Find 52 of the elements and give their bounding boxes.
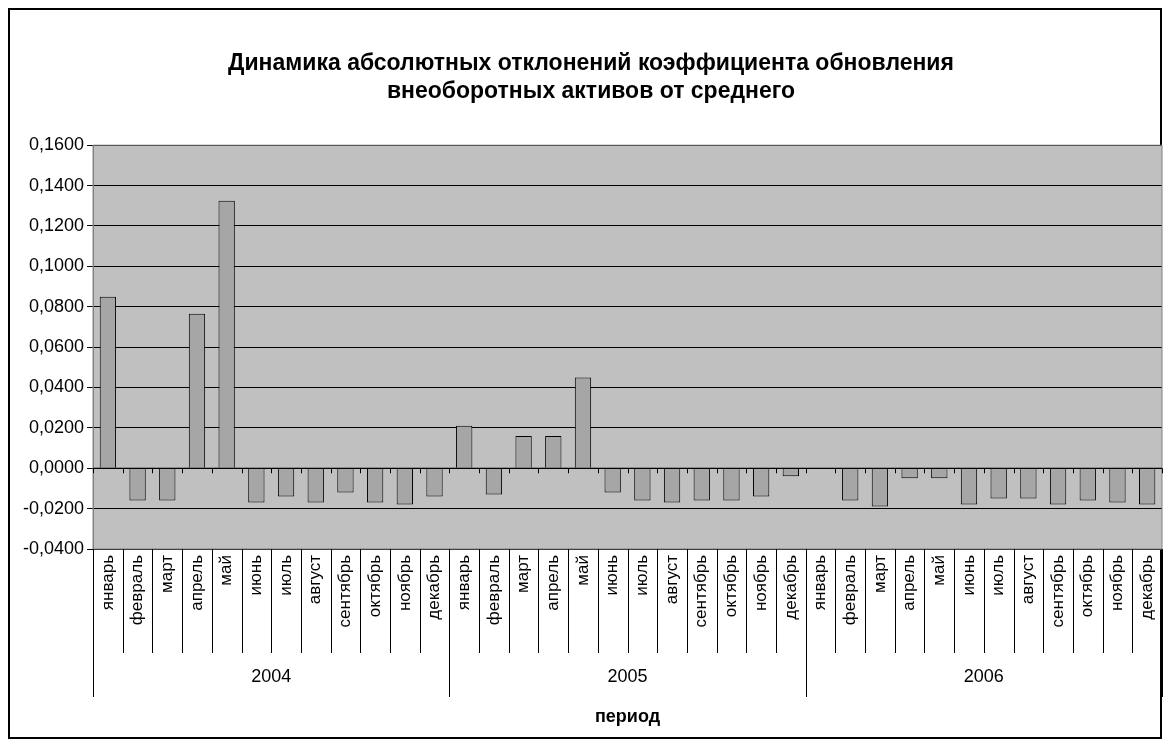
- x-tick-label: октябрь: [364, 554, 384, 618]
- x-tick-label: июль: [988, 554, 1008, 596]
- x-tick-label: ноябрь: [750, 554, 770, 612]
- x-tick-label: ноябрь: [1107, 554, 1127, 612]
- text: 2004: [251, 665, 292, 686]
- y-tick-label: 0,1600: [28, 134, 85, 155]
- y-tick-label: 0,0400: [28, 376, 85, 397]
- y-tick-label: 0,0000: [28, 457, 85, 478]
- x-tick-label: август: [661, 554, 681, 605]
- x-tick-label: июнь: [602, 554, 622, 596]
- x-tick-label: февраль: [127, 554, 147, 626]
- x-tick-label: октябрь: [1077, 554, 1097, 618]
- y-tick-label: 0,1200: [28, 214, 85, 235]
- text: 2005: [607, 665, 648, 686]
- y-tick-label: 0,1000: [28, 255, 85, 276]
- x-tick-label: апрель: [899, 554, 919, 611]
- x-tick-label: май: [216, 555, 236, 586]
- x-tick-label: декабрь: [424, 554, 444, 620]
- x-tick-label: март: [513, 554, 533, 594]
- x-tick-label: март: [869, 554, 889, 594]
- x-tick-label: ноябрь: [394, 554, 414, 612]
- x-tick-label: июль: [275, 554, 295, 596]
- y-tick-label: 0,0800: [28, 295, 85, 316]
- x-tick-label: август: [305, 554, 325, 605]
- x-tick-label: сентябрь: [1047, 554, 1067, 628]
- x-tick-label: февраль: [483, 554, 503, 626]
- x-tick-label: июнь: [246, 554, 266, 596]
- x-tick-label: февраль: [839, 554, 859, 626]
- y-tick-label: 0,0200: [28, 416, 85, 437]
- y-tick-label: -0,0200: [22, 497, 85, 518]
- y-tick-label: 0,0600: [28, 336, 85, 357]
- x-tick-label: март: [156, 554, 176, 594]
- x-axis-title: период: [594, 705, 661, 726]
- x-tick-label: апрель: [542, 554, 562, 611]
- y-tick-label: 0,1400: [28, 174, 85, 195]
- x-tick-label: сентябрь: [335, 554, 355, 628]
- x-tick-label: июнь: [958, 554, 978, 596]
- x-tick-label: май: [572, 555, 592, 586]
- x-tick-label: апрель: [186, 554, 206, 611]
- x-tick-label: июль: [632, 554, 652, 596]
- x-tick-label: август: [1018, 554, 1038, 605]
- x-tick-label: январь: [97, 554, 117, 611]
- x-tick-label: май: [928, 555, 948, 586]
- text: 2006: [963, 665, 1004, 686]
- x-tick-label: декабрь: [1136, 554, 1156, 620]
- x-tick-label: январь: [810, 554, 830, 611]
- y-tick-label: -0,0400: [22, 537, 85, 558]
- x-tick-label: октябрь: [721, 554, 741, 618]
- x-tick-label: сентябрь: [691, 554, 711, 628]
- chart-title: Динамика абсолютных отклонений коэффициента обновления внеоборотных активов от среднего: [228, 49, 954, 103]
- x-tick-label: декабрь: [780, 554, 800, 620]
- x-tick-label: январь: [453, 554, 473, 611]
